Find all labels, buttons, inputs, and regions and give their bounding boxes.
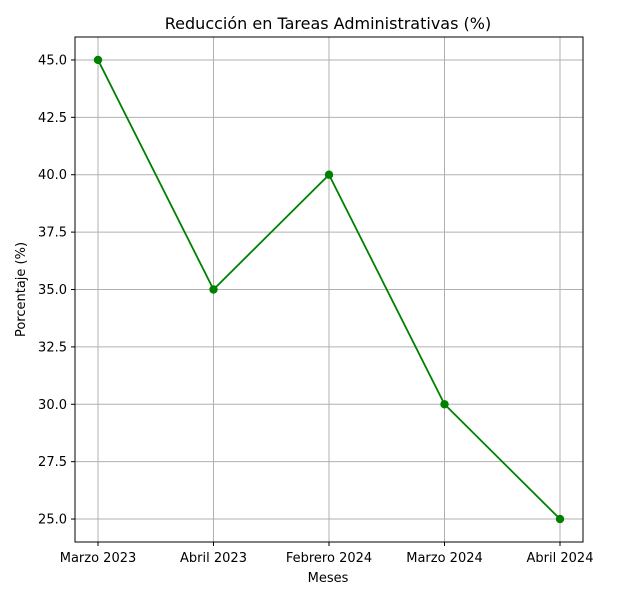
y-tick-label: 27.5 [38,455,67,470]
data-point [324,170,334,179]
y-axis-label: Porcentaje (%) [14,242,29,337]
x-tick-label: Marzo 2023 [60,551,137,566]
y-tick-label: 40.0 [38,168,67,183]
x-tick-label: Abril 2024 [527,551,594,566]
x-tick-label: Marzo 2024 [406,551,483,566]
data-point [555,514,565,524]
x-tick-label: Abril 2023 [180,551,247,566]
y-tick-label: 45.0 [38,53,67,68]
y-tick-label: 25.0 [38,513,67,528]
x-tick-label: Febrero 2024 [286,551,372,566]
data-point [209,285,218,294]
ticks: Marzo 2023 Abril 2023 Febrero 2024 Marzo 20… [38,53,593,566]
data-point [93,55,103,65]
y-tick-label: 42.5 [38,111,67,126]
chart-title: Reducción en Tareas Administrativas (%) [165,14,491,33]
grid [75,37,583,542]
plot-frame [74,36,584,543]
y-tick-label: 32.5 [38,340,67,355]
y-tick-label: 30.0 [38,398,67,413]
series [93,55,565,524]
y-tick-label: 35.0 [38,283,67,298]
y-tick-label: 37.5 [38,226,67,241]
data-point [440,400,449,409]
x-axis-label: Meses [308,571,349,586]
